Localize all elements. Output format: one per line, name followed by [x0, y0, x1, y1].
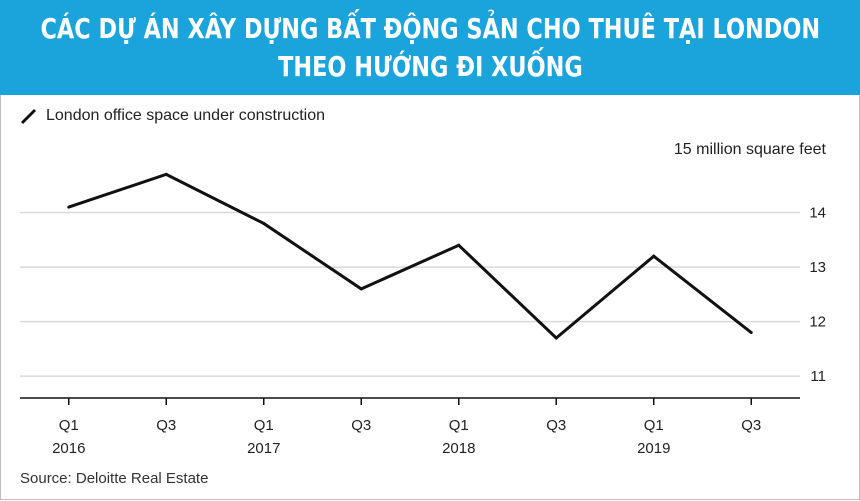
- y-axis-unit-label: 15 million square feet: [673, 141, 826, 158]
- legend: London office space under construction: [20, 104, 325, 128]
- data-point: [359, 287, 363, 291]
- x-tick-label-quarter: Q1: [254, 417, 274, 434]
- y-tick-label-12: 12: [809, 314, 826, 331]
- data-point: [457, 243, 461, 247]
- x-tick-label-quarter: Q1: [59, 417, 79, 434]
- y-tick-label-11: 11: [810, 368, 826, 385]
- x-tick-label-year: 2017: [247, 440, 280, 457]
- x-tick-label-quarter: Q3: [546, 417, 566, 434]
- data-point: [262, 221, 266, 225]
- x-tick-label-quarter: Q1: [644, 417, 664, 434]
- chart-title-line-2: THEO HƯỚNG ĐI XUỐNG: [277, 49, 583, 83]
- y-tick-label-13: 13: [809, 259, 826, 276]
- chart-title-line-1: CÁC DỰ ÁN XÂY DỰNG BẤT ĐỘNG SẢN CHO THUÊ…: [40, 11, 820, 45]
- legend-line-key-icon: [20, 108, 37, 125]
- x-tick-label-quarter: Q1: [449, 417, 469, 434]
- y-tick-label-14: 14: [809, 205, 826, 222]
- x-tick-label-year: 2016: [52, 440, 85, 457]
- data-point: [554, 336, 558, 340]
- data-point: [749, 331, 753, 335]
- data-point: [652, 254, 656, 258]
- legend-label: London office space under construction: [46, 107, 326, 124]
- title-banner: CÁC DỰ ÁN XÂY DỰNG BẤT ĐỘNG SẢN CHO THUÊ…: [0, 0, 860, 95]
- x-tick-label-quarter: Q3: [741, 417, 761, 434]
- series-line: [68, 172, 753, 341]
- data-point: [67, 205, 71, 209]
- data-point: [164, 172, 168, 176]
- x-tick-label-quarter: Q3: [156, 417, 176, 434]
- source-note: Source: Deloitte Real Estate: [20, 470, 209, 487]
- x-tick-label-year: 2018: [442, 440, 475, 457]
- x-tick-label-year: 2019: [637, 440, 670, 457]
- x-tick-label-quarter: Q3: [351, 417, 371, 434]
